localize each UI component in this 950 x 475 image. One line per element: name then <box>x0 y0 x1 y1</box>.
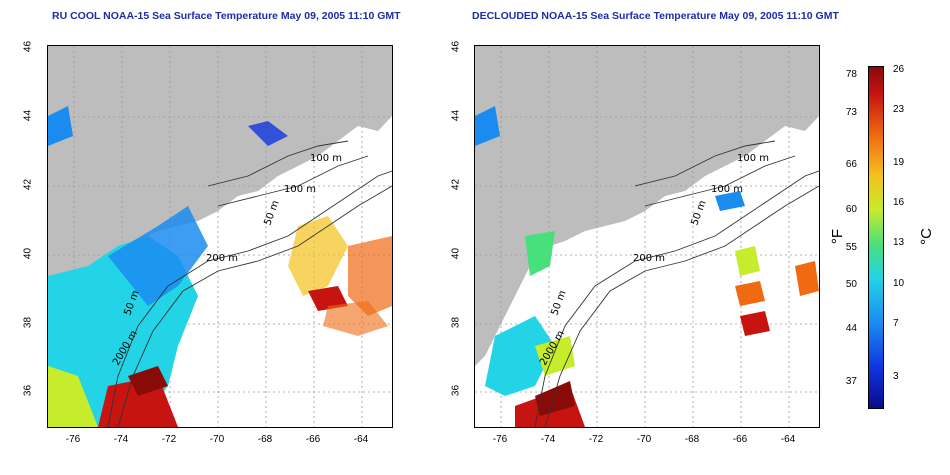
celsius-tick: 7 <box>893 318 899 329</box>
celsius-tick: 23 <box>893 104 905 115</box>
contour-label: 100 m <box>737 153 769 164</box>
contour-label: 100 m <box>711 184 743 195</box>
fahrenheit-tick: 44 <box>845 323 857 334</box>
fahrenheit-tick: 60 <box>845 204 857 215</box>
y-tick-label: 42 <box>22 178 34 191</box>
left-sst-map[interactable]: 100 m 100 m 50 m 200 m 50 m 2000 m <box>47 45 393 428</box>
celsius-tick: 10 <box>893 278 905 289</box>
fahrenheit-tick: 66 <box>845 159 857 170</box>
celsius-tick: 13 <box>893 237 905 248</box>
x-tick-label: -68 <box>257 434 273 445</box>
x-tick-label: -72 <box>588 434 604 445</box>
x-tick-label: -70 <box>209 434 225 445</box>
celsius-tick: 3 <box>893 371 899 382</box>
y-tick-label: 38 <box>22 316 34 329</box>
y-tick-label: 44 <box>22 109 34 122</box>
x-tick-label: -64 <box>780 434 796 445</box>
right-map-title: DECLOUDED NOAA-15 Sea Surface Temperatur… <box>472 10 839 22</box>
y-tick-label: 36 <box>22 384 34 397</box>
y-tick-label: 38 <box>450 316 462 329</box>
contour-label: 50 m <box>262 199 281 227</box>
y-tick-label: 46 <box>22 40 34 53</box>
contour-label: 100 m <box>310 153 342 164</box>
x-tick-label: -70 <box>636 434 652 445</box>
x-tick-label: -64 <box>353 434 369 445</box>
fahrenheit-tick: 78 <box>845 69 857 80</box>
x-tick-label: -68 <box>684 434 700 445</box>
celsius-tick: 19 <box>893 157 905 168</box>
celsius-unit-label: °C <box>917 228 935 245</box>
y-tick-label: 40 <box>22 247 34 260</box>
y-tick-label: 40 <box>450 247 462 260</box>
y-tick-label: 36 <box>450 384 462 397</box>
contour-label: 200 m <box>633 253 665 264</box>
left-map-title: RU COOL NOAA-15 Sea Surface Temperature … <box>52 10 401 22</box>
x-tick-label: -74 <box>113 434 129 445</box>
contour-label: 50 m <box>689 199 708 227</box>
fahrenheit-tick: 37 <box>845 376 857 387</box>
contour-label: 50 m <box>549 289 568 317</box>
celsius-tick: 16 <box>893 197 905 208</box>
y-tick-label: 44 <box>450 109 462 122</box>
fahrenheit-tick: 73 <box>845 107 857 118</box>
fahrenheit-tick: 50 <box>845 279 857 290</box>
x-tick-label: -74 <box>540 434 556 445</box>
contour-label: 100 m <box>284 184 316 195</box>
fahrenheit-unit-label: °F <box>829 228 847 245</box>
fahrenheit-tick: 55 <box>845 242 857 253</box>
x-tick-label: -76 <box>65 434 81 445</box>
y-tick-label: 42 <box>450 178 462 191</box>
y-tick-label: 46 <box>450 40 462 53</box>
contour-label: 200 m <box>206 253 238 264</box>
celsius-tick: 26 <box>893 64 905 75</box>
x-tick-label: -66 <box>305 434 321 445</box>
x-tick-label: -66 <box>732 434 748 445</box>
x-tick-label: -72 <box>161 434 177 445</box>
right-sst-map[interactable]: 100 m 100 m 50 m 200 m 50 m 2000 m <box>474 45 820 428</box>
temperature-colorbar <box>868 66 884 409</box>
x-tick-label: -76 <box>492 434 508 445</box>
